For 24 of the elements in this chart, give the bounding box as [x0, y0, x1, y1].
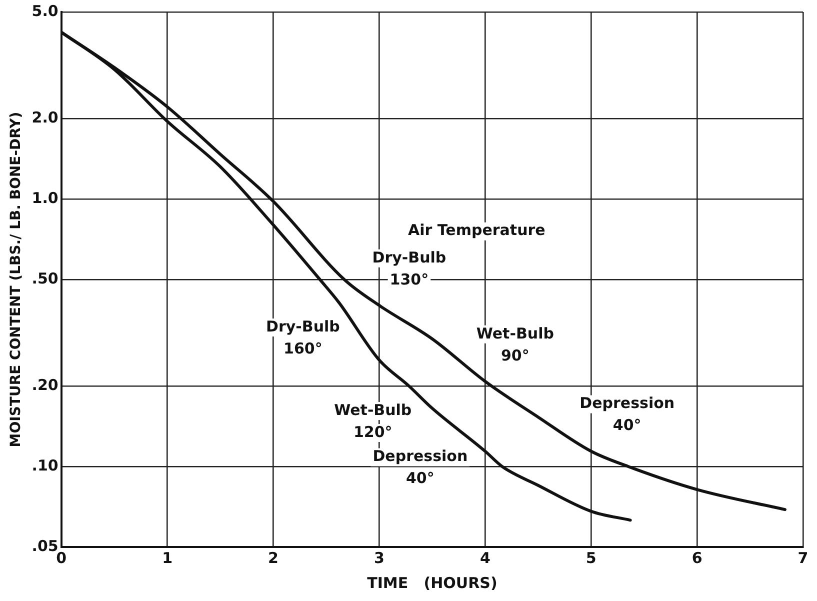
x-tick-label: 2 — [268, 548, 278, 567]
annotation: Dry-Bulb 160° — [266, 317, 340, 358]
x-tick-label: 4 — [480, 548, 490, 567]
y-tick-label: .05 — [32, 536, 58, 555]
y-tick-label: .10 — [32, 456, 58, 474]
annotation: Wet-Bulb 90° — [476, 324, 554, 364]
y-axis-title: MOISTURE CONTENT (LBS./ LB. BONE-DRY) — [8, 112, 24, 448]
x-tick-label: 3 — [374, 548, 384, 567]
annotation: Dry-Bulb 130° — [372, 248, 446, 288]
y-tick-label: 2.0 — [32, 108, 58, 126]
y-tick-label: .50 — [32, 269, 58, 288]
x-tick-label: 6 — [692, 548, 702, 567]
x-tick-label: 5 — [586, 548, 596, 567]
x-tick-label: 7 — [798, 548, 808, 567]
annotation: Air Temperature — [408, 221, 546, 240]
y-tick-label: 1.0 — [32, 188, 58, 207]
y-tick-label: .20 — [32, 376, 58, 394]
x-tick-label: 1 — [162, 548, 173, 567]
x-axis-title: TIME (HOURS) — [367, 574, 498, 592]
annotation: Depression 40° — [372, 447, 468, 488]
annotation: Depression 40° — [580, 394, 675, 434]
x-tick-label: 0 — [56, 548, 67, 567]
annotation: Wet-Bulb 120° — [334, 400, 412, 441]
y-tick-label: 5.0 — [32, 2, 58, 20]
